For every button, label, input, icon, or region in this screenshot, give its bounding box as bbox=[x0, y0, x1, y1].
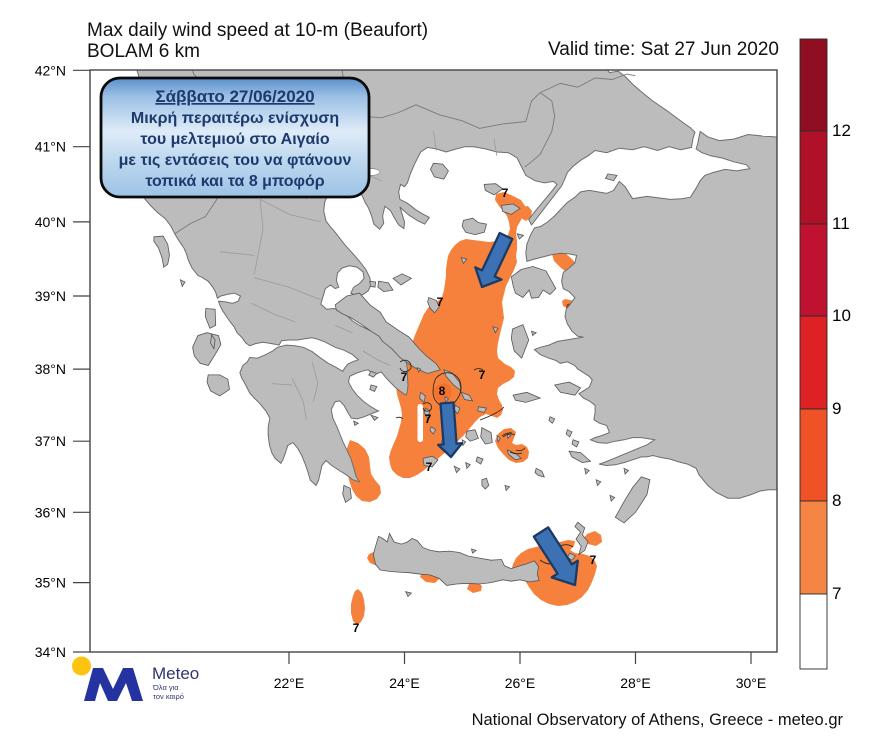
svg-text:26°E: 26°E bbox=[505, 675, 536, 691]
svg-text:8: 8 bbox=[832, 491, 841, 510]
svg-text:28°E: 28°E bbox=[620, 675, 651, 691]
svg-text:30°E: 30°E bbox=[736, 675, 767, 691]
svg-text:National Observatory of Athens: National Observatory of Athens, Greece -… bbox=[472, 711, 844, 729]
svg-text:35°N: 35°N bbox=[35, 575, 66, 591]
svg-text:7: 7 bbox=[401, 370, 408, 384]
svg-text:7: 7 bbox=[832, 584, 841, 603]
svg-text:36°N: 36°N bbox=[35, 504, 66, 520]
svg-text:41°N: 41°N bbox=[35, 139, 66, 155]
svg-text:Valid time: Sat 27 Jun 2020: Valid time: Sat 27 Jun 2020 bbox=[548, 39, 779, 60]
svg-text:Meteo: Meteo bbox=[152, 664, 199, 683]
svg-text:του μελτεμιού στο Αιγαίο: του μελτεμιού στο Αιγαίο bbox=[140, 131, 329, 148]
svg-text:7: 7 bbox=[590, 553, 597, 567]
svg-text:BOLAM 6 km: BOLAM 6 km bbox=[87, 41, 200, 62]
svg-text:34°N: 34°N bbox=[35, 644, 66, 660]
svg-text:24°E: 24°E bbox=[389, 675, 420, 691]
svg-text:7: 7 bbox=[353, 621, 360, 635]
svg-text:Σάββατο 27/06/2020: Σάββατο 27/06/2020 bbox=[155, 87, 314, 106]
svg-text:40°N: 40°N bbox=[35, 214, 66, 230]
svg-text:7: 7 bbox=[425, 412, 432, 426]
svg-text:37°N: 37°N bbox=[35, 433, 66, 449]
svg-text:7: 7 bbox=[426, 460, 433, 474]
svg-text:7: 7 bbox=[479, 368, 486, 382]
svg-text:Μικρή περαιτέρω ενίσχυση: Μικρή περαιτέρω ενίσχυση bbox=[131, 110, 339, 127]
svg-text:12: 12 bbox=[832, 121, 851, 140]
svg-text:39°N: 39°N bbox=[35, 288, 66, 304]
svg-text:42°N: 42°N bbox=[35, 62, 66, 78]
svg-text:11: 11 bbox=[832, 214, 850, 233]
svg-text:9: 9 bbox=[832, 399, 841, 418]
svg-text:7: 7 bbox=[502, 186, 509, 200]
svg-text:22°E: 22°E bbox=[274, 675, 305, 691]
svg-text:8: 8 bbox=[439, 384, 446, 398]
svg-text:38°N: 38°N bbox=[35, 361, 66, 377]
svg-text:10: 10 bbox=[832, 306, 851, 325]
svg-text:7: 7 bbox=[437, 295, 444, 309]
svg-text:τον καιρό: τον καιρό bbox=[153, 692, 184, 701]
svg-text:με τις εντάσεις του να φτάνουν: με τις εντάσεις του να φτάνουν bbox=[119, 152, 352, 169]
svg-text:τοπικά και τα 8 μποφόρ: τοπικά και τα 8 μποφόρ bbox=[145, 173, 324, 190]
svg-text:Όλα για: Όλα για bbox=[152, 683, 179, 692]
svg-text:Max daily wind speed at 10-m (: Max daily wind speed at 10-m (Beaufort) bbox=[87, 20, 428, 41]
